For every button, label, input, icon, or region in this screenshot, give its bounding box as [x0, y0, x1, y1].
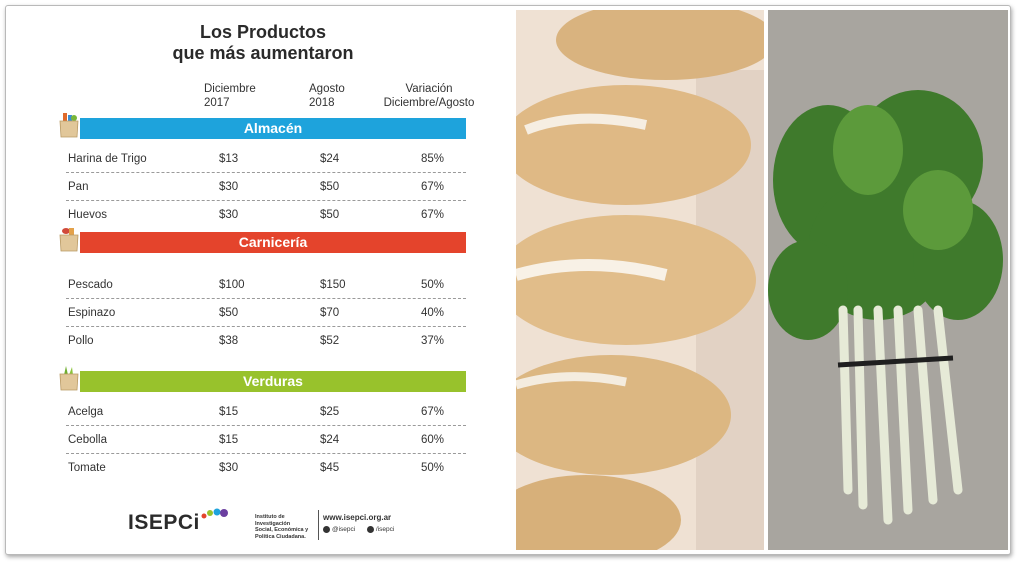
price-table-panel: Los Productos que más aumentaron Diciemb…	[10, 10, 516, 550]
bread-roll	[516, 10, 764, 550]
facebook-icon	[366, 526, 374, 533]
column-header-august: Agosto 2018	[309, 83, 345, 109]
logo-dots-icon	[201, 508, 228, 519]
facebook-handle[interactable]: /isepci	[375, 526, 395, 534]
row-divider	[66, 425, 466, 426]
grocery-bag-icon	[59, 366, 79, 391]
column-header-variation: Variación Diciembre/Agosto	[383, 83, 475, 109]
twitter-handle[interactable]: @isepci	[332, 526, 356, 534]
column-header-december: Diciembre 2017	[204, 83, 256, 109]
table-row: Espinazo $50 $70 40%	[68, 307, 445, 319]
row-divider	[66, 453, 466, 454]
chard-photo	[768, 10, 1008, 550]
title-line-1: Los Productos	[199, 22, 326, 42]
table-row: Acelga $15 $25 67%	[68, 406, 445, 418]
table-row: Pan $30 $50 67%	[68, 181, 445, 193]
row-divider	[66, 326, 466, 327]
title-line-2: que más aumentaron	[172, 43, 354, 63]
row-divider	[66, 200, 466, 201]
infographic-frame: Los Productos que más aumentaron Diciemb…	[5, 5, 1011, 555]
table-row: Pollo $38 $52 37%	[68, 335, 445, 347]
category-bar-carniceria: Carnicería	[80, 232, 466, 253]
category-bar-verduras: Verduras	[80, 371, 466, 392]
row-divider	[66, 172, 466, 173]
institute-name: Instituto de Investigación Social, Econó…	[255, 514, 309, 540]
category-bar-almacen: Almacén	[80, 118, 466, 139]
social-handles: @isepci /isepci	[323, 526, 394, 533]
table-row: Pescado $100 $150 50%	[68, 279, 445, 291]
grocery-bag-icon	[59, 228, 79, 252]
grocery-bag-icon	[59, 113, 79, 138]
isepci-logo: ISEPCi	[128, 511, 200, 534]
table-row: Tomate $30 $45 50%	[68, 462, 445, 474]
photo-divider	[764, 10, 768, 550]
bread-photo	[516, 10, 764, 550]
table-row: Harina de Trigo $13 $24 85%	[68, 153, 445, 165]
table-row: Cebolla $15 $24 60%	[68, 434, 445, 446]
website-link[interactable]: www.isepci.org.ar	[323, 513, 392, 522]
twitter-icon	[323, 526, 330, 533]
table-row: Huevos $30 $50 67%	[68, 209, 445, 221]
footer-divider	[318, 510, 319, 540]
row-divider	[66, 298, 466, 299]
